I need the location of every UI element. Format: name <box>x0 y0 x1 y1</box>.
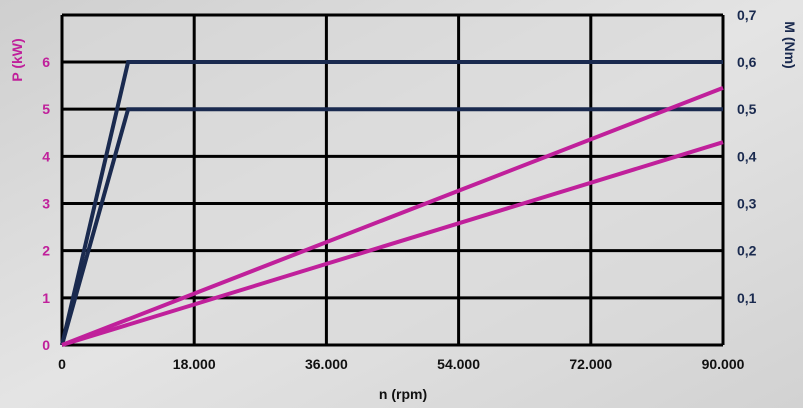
x-tick-label-4: 72.000 <box>569 356 612 372</box>
left-tick-label-1: 1 <box>42 290 50 306</box>
right-tick-label-0: 0,1 <box>737 290 757 306</box>
plot-area <box>62 15 723 345</box>
series-line-3 <box>61 140 724 347</box>
x-tick-label-1: 18.000 <box>173 356 216 372</box>
series-line-0 <box>60 60 723 346</box>
left-tick-label-2: 2 <box>42 243 50 259</box>
right-tick-label-4: 0,5 <box>737 101 757 117</box>
right-tick-label-3: 0,4 <box>737 148 757 164</box>
right-tick-label-2: 0,3 <box>737 196 757 212</box>
left-tick-label-4: 4 <box>42 148 50 164</box>
left-tick-label-6: 6 <box>42 54 50 70</box>
grid <box>60 13 725 347</box>
tick-labels: 0 18.000 36.000 54.000 72.000 90.000 0 1 2 3 4 5 6 0,… <box>42 7 756 372</box>
x-tick-label-2: 36.000 <box>305 356 348 372</box>
x-tick-label-0: 0 <box>58 356 66 372</box>
left-tick-label-0: 0 <box>42 337 50 353</box>
series-group <box>60 60 724 347</box>
x-axis-title: n (rpm) <box>379 386 427 402</box>
right-tick-label-6: 0,7 <box>737 7 757 23</box>
right-tick-label-5: 0,6 <box>737 54 757 70</box>
x-tick-label-5: 90.000 <box>702 356 745 372</box>
series-line-1 <box>60 107 723 346</box>
x-tick-label-3: 54.000 <box>437 356 480 372</box>
series-line-2 <box>61 86 724 347</box>
left-tick-label-3: 3 <box>42 196 50 212</box>
right-tick-label-1: 0,2 <box>737 243 757 259</box>
left-axis-title: P (kW) <box>9 38 25 81</box>
right-axis-title: M (Nm) <box>782 21 798 68</box>
left-tick-label-5: 5 <box>42 101 50 117</box>
